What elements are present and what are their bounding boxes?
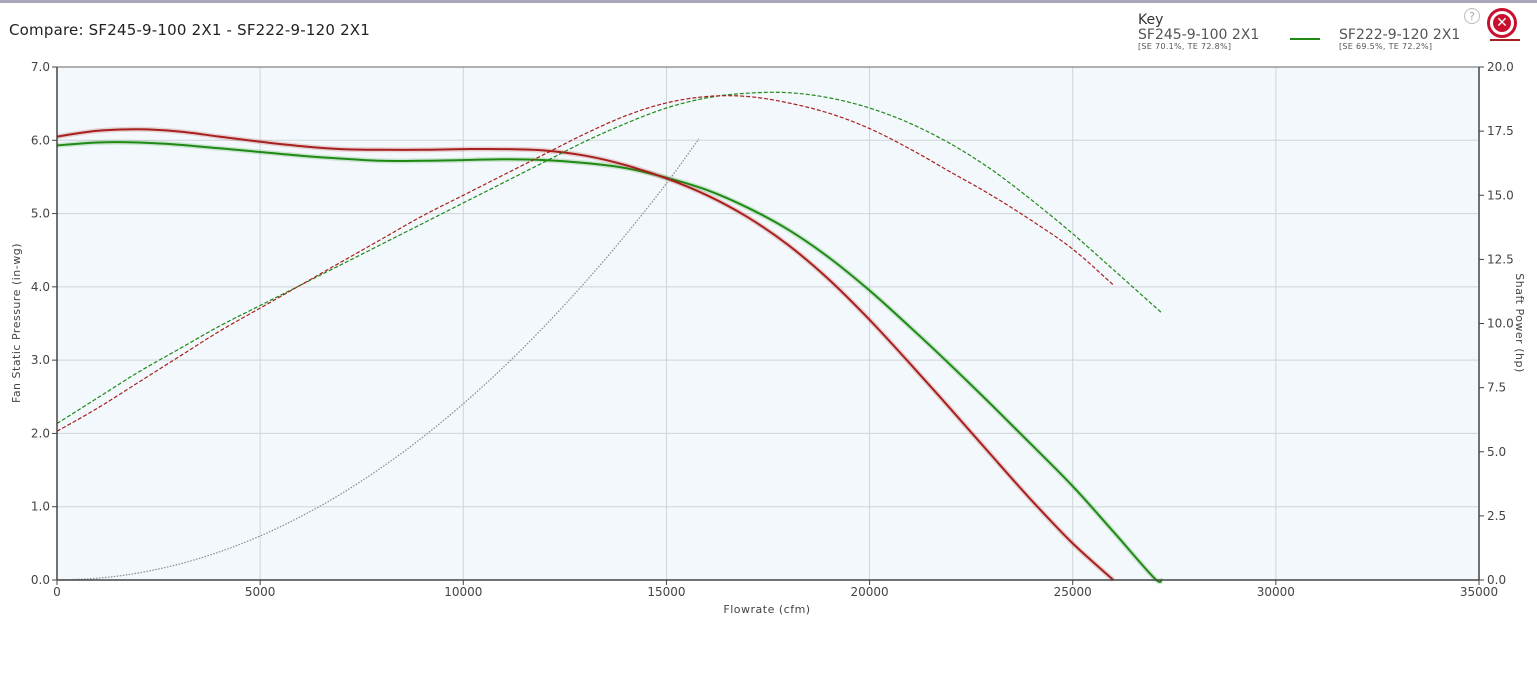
- window-top-border: [0, 0, 1537, 3]
- y2-tick-label: 15.0: [1487, 188, 1514, 202]
- legend-item: SF245-9-100 2X1 [SE 70.1%, TE 72.8%]: [1138, 28, 1259, 52]
- pressure-curve: [56, 128, 1114, 581]
- y-tick-label: 1.0: [31, 500, 50, 514]
- x-tick-label: 35000: [1460, 585, 1498, 599]
- x-tick-label: 25000: [1054, 585, 1092, 599]
- legend-series-efficiency: [SE 70.1%, TE 72.8%]: [1138, 42, 1232, 51]
- legend-swatch: [1490, 39, 1520, 41]
- y-tick-label: 7.0: [31, 60, 50, 74]
- pressure-curve: [56, 141, 1163, 583]
- legend-series-efficiency: [SE 69.5%, TE 72.2%]: [1339, 42, 1433, 51]
- y-tick-label: 6.0: [31, 133, 50, 147]
- x-tick-label: 15000: [647, 585, 685, 599]
- x-tick-label: 10000: [444, 585, 482, 599]
- close-icon[interactable]: ✕: [1487, 8, 1517, 38]
- page-title: Compare: SF245-9-100 2X1 - SF222-9-120 2…: [9, 21, 371, 39]
- power-curve: [56, 91, 1163, 425]
- chart-legend: Key SF245-9-100 2X1 [SE 70.1%, TE 72.8%]…: [1138, 12, 1537, 62]
- power-curve: [56, 95, 1114, 432]
- y2-tick-label: 2.5: [1487, 509, 1506, 523]
- y2-tick-label: 20.0: [1487, 60, 1514, 74]
- y2-tick-label: 10.0: [1487, 317, 1514, 331]
- y2-tick-label: 0.0: [1487, 573, 1506, 587]
- y2-tick-label: 17.5: [1487, 124, 1514, 138]
- x-tick-label: 20000: [850, 585, 888, 599]
- y-tick-label: 3.0: [31, 353, 50, 367]
- y-tick-label: 5.0: [31, 207, 50, 221]
- y2-tick-label: 7.5: [1487, 381, 1506, 395]
- y2-tick-label: 12.5: [1487, 252, 1514, 266]
- y-tick-label: 0.0: [31, 573, 50, 587]
- legend-series-name: SF245-9-100 2X1: [1138, 27, 1260, 43]
- y-axis-label: Fan Static Pressure (in-wg): [10, 243, 23, 403]
- plot-area: [57, 67, 1479, 580]
- legend-series-name: SF222-9-120 2X1: [1339, 27, 1461, 43]
- legend-swatch: [1290, 38, 1320, 40]
- y2-axis-label: Shaft Power (hp): [1513, 273, 1526, 372]
- legend-item: SF222-9-120 2X1 [SE 69.5%, TE 72.2%]: [1339, 28, 1460, 52]
- x-tick-label: 0: [53, 585, 61, 599]
- system-curve: [56, 138, 700, 581]
- x-axis-label: Flowrate (cfm): [723, 603, 810, 616]
- y2-tick-label: 5.0: [1487, 445, 1506, 459]
- y-tick-label: 2.0: [31, 426, 50, 440]
- y-tick-label: 4.0: [31, 280, 50, 294]
- legend-title: Key: [1138, 12, 1164, 28]
- help-icon[interactable]: ?: [1464, 8, 1480, 24]
- x-tick-label: 5000: [245, 585, 276, 599]
- x-tick-label: 30000: [1257, 585, 1295, 599]
